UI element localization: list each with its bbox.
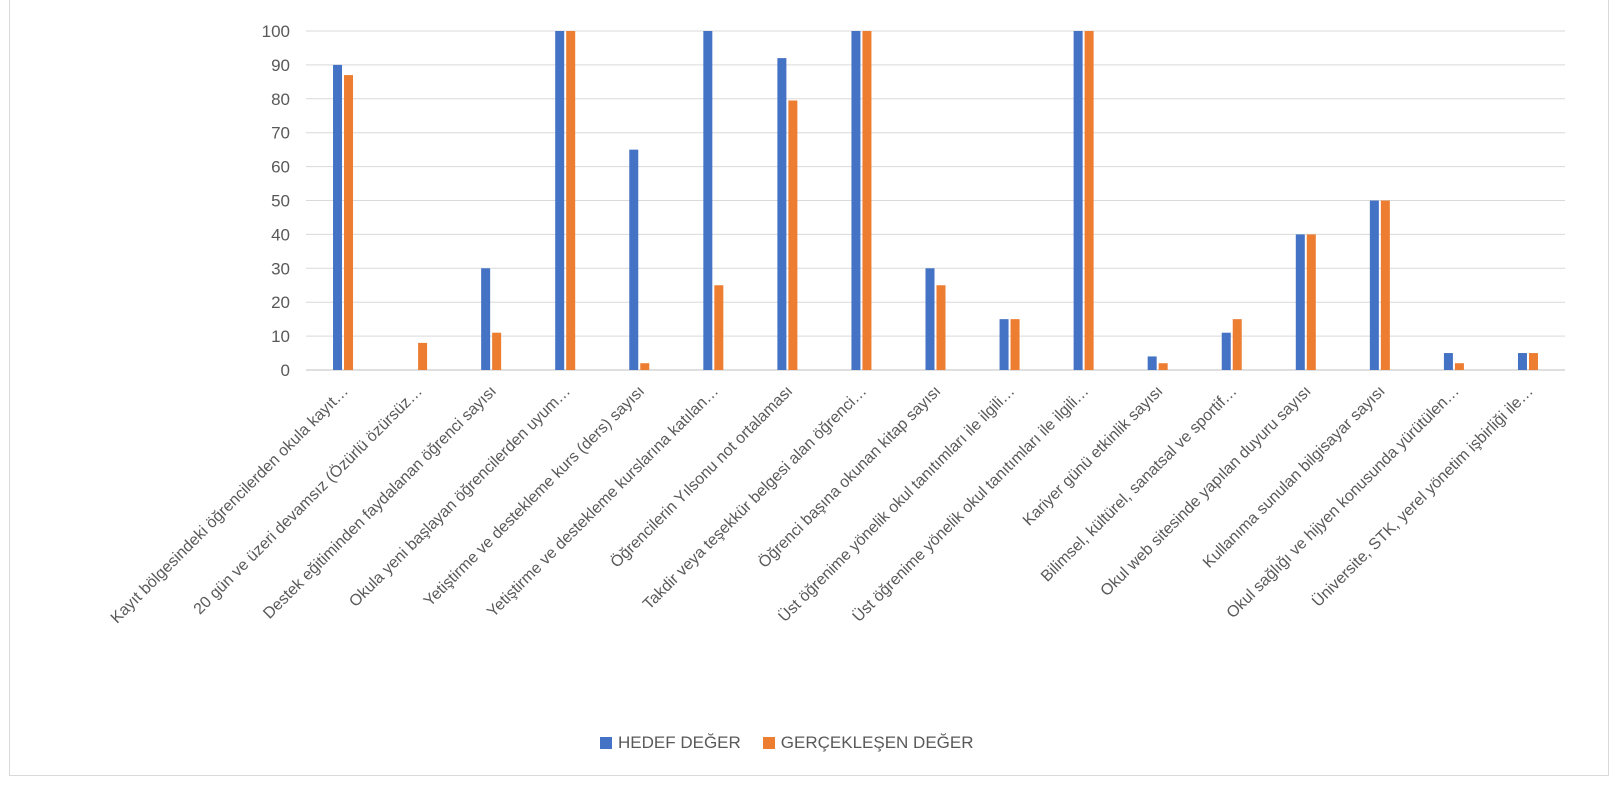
bar-target bbox=[999, 319, 1009, 370]
bar-target bbox=[851, 31, 861, 370]
y-tick-label: 80 bbox=[271, 90, 290, 109]
y-tick-label: 60 bbox=[271, 158, 290, 177]
legend-item-actual: GERÇEKLEŞEN DEĞER bbox=[762, 733, 974, 753]
bar-target bbox=[1147, 356, 1157, 370]
y-tick-label: 10 bbox=[271, 327, 290, 346]
bar-actual bbox=[714, 285, 724, 370]
bar-actual bbox=[788, 100, 798, 371]
bar-actual bbox=[1380, 200, 1390, 370]
legend-label-target: HEDEF DEĞER bbox=[618, 733, 741, 752]
y-tick-label: 70 bbox=[271, 124, 290, 143]
bar-target bbox=[703, 31, 713, 370]
y-tick-label: 100 bbox=[262, 22, 290, 41]
bar-actual bbox=[418, 342, 428, 370]
bar-actual bbox=[1232, 319, 1242, 370]
bar-target bbox=[555, 31, 565, 370]
bar-target bbox=[777, 58, 787, 371]
bar-target bbox=[1295, 234, 1305, 370]
legend-item-target: HEDEF DEĞER bbox=[600, 733, 741, 753]
bar-actual bbox=[492, 332, 502, 370]
chart-frame bbox=[9, 0, 1609, 776]
y-tick-label: 50 bbox=[271, 192, 290, 211]
bar-target bbox=[1443, 353, 1453, 370]
bar-actual bbox=[1010, 319, 1020, 370]
x-category-label: Kariyer günü etkinlik sayısı bbox=[1020, 383, 1167, 530]
legend-label-actual: GERÇEKLEŞEN DEĞER bbox=[780, 733, 974, 752]
bar-actual bbox=[1306, 234, 1316, 370]
bar-actual bbox=[936, 285, 946, 370]
bar-actual bbox=[862, 31, 872, 370]
legend-swatch-actual bbox=[762, 737, 775, 749]
legend: HEDEF DEĞER GERÇEKLEŞEN DEĞER bbox=[600, 733, 996, 753]
bar-target bbox=[925, 268, 935, 370]
bar-target bbox=[1517, 353, 1527, 370]
bar-target bbox=[1369, 200, 1379, 370]
bar-actual bbox=[1454, 363, 1464, 370]
bar-target bbox=[481, 268, 491, 370]
legend-swatch-target bbox=[600, 737, 612, 749]
bar-actual bbox=[344, 75, 354, 370]
bar-target bbox=[1073, 31, 1083, 370]
bar-target bbox=[1221, 332, 1231, 370]
y-tick-label: 30 bbox=[271, 259, 290, 278]
bar-actual bbox=[1158, 363, 1168, 370]
y-tick-label: 20 bbox=[271, 293, 290, 312]
bar-actual bbox=[566, 31, 576, 370]
y-tick-label: 0 bbox=[281, 361, 290, 380]
bar-actual bbox=[640, 363, 650, 370]
y-tick-label: 40 bbox=[271, 225, 290, 244]
bar-target bbox=[333, 64, 343, 371]
bar-actual bbox=[1084, 31, 1094, 370]
y-tick-label: 90 bbox=[271, 56, 290, 75]
bar-target bbox=[629, 149, 639, 370]
bar-actual bbox=[1528, 353, 1538, 370]
